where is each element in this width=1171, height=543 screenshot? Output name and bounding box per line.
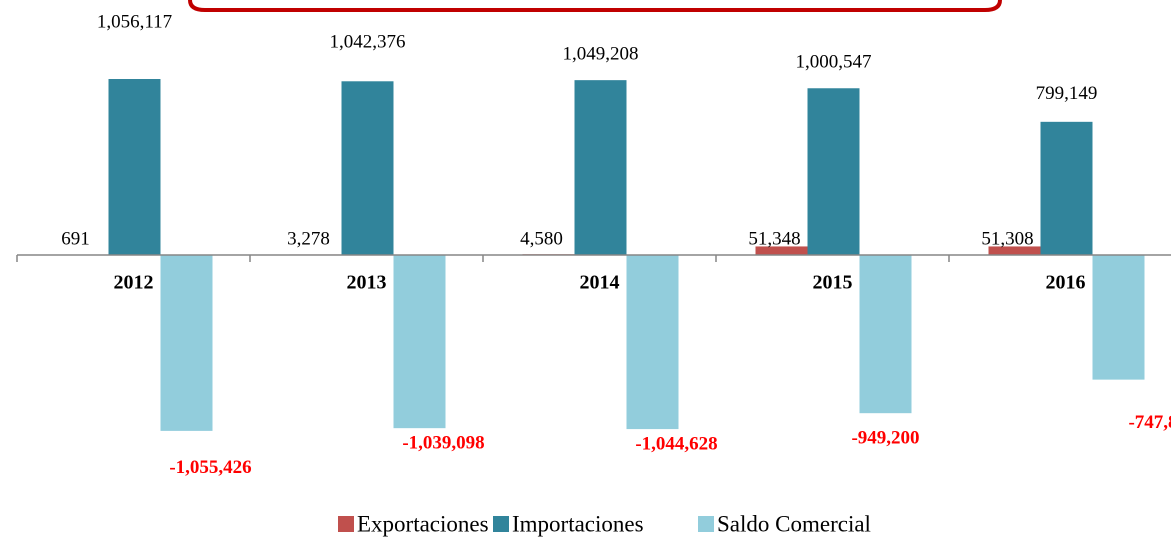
value-label: -1,044,628: [635, 433, 717, 454]
value-label: 691: [61, 228, 90, 249]
x-tick-label: 2016: [1046, 272, 1086, 294]
value-label: 4,580: [520, 228, 563, 249]
bar: [988, 246, 1041, 255]
value-label: -1,039,098: [402, 433, 484, 454]
x-tick-label: 2012: [114, 272, 154, 294]
bar: [341, 81, 394, 255]
bar: [160, 255, 213, 431]
banner: [188, 0, 1002, 12]
value-label: -747,841: [1128, 412, 1171, 433]
x-tick-label: 2015: [813, 272, 853, 294]
bar: [1092, 255, 1145, 380]
value-label: 1,056,117: [97, 11, 172, 32]
legend-label: Saldo Comercial: [717, 511, 871, 536]
legend-label: Exportaciones: [357, 511, 489, 536]
bar: [108, 79, 161, 255]
x-tick-label: 2014: [580, 272, 620, 294]
bar: [626, 255, 679, 430]
bar: [574, 80, 627, 256]
legend-swatch: [338, 516, 354, 532]
bar: [1040, 121, 1093, 255]
value-label: 51,308: [981, 228, 1033, 249]
x-tick-label: 2013: [347, 272, 387, 294]
value-label: 1,049,208: [563, 44, 639, 65]
legend-swatch: [493, 516, 509, 532]
bar: [393, 255, 446, 429]
legend-label: Importaciones: [512, 511, 644, 536]
legend-swatch: [698, 516, 714, 532]
value-label: -949,200: [851, 428, 919, 449]
value-label: -1,055,426: [169, 457, 251, 478]
bar: [807, 88, 860, 255]
bar: [755, 246, 808, 255]
value-label: 1,042,376: [330, 32, 406, 53]
value-label: 51,348: [748, 228, 800, 249]
value-label: 3,278: [287, 228, 330, 249]
bar: [859, 255, 912, 414]
value-label: 1,000,547: [796, 52, 872, 73]
value-label: 799,149: [1036, 83, 1098, 104]
